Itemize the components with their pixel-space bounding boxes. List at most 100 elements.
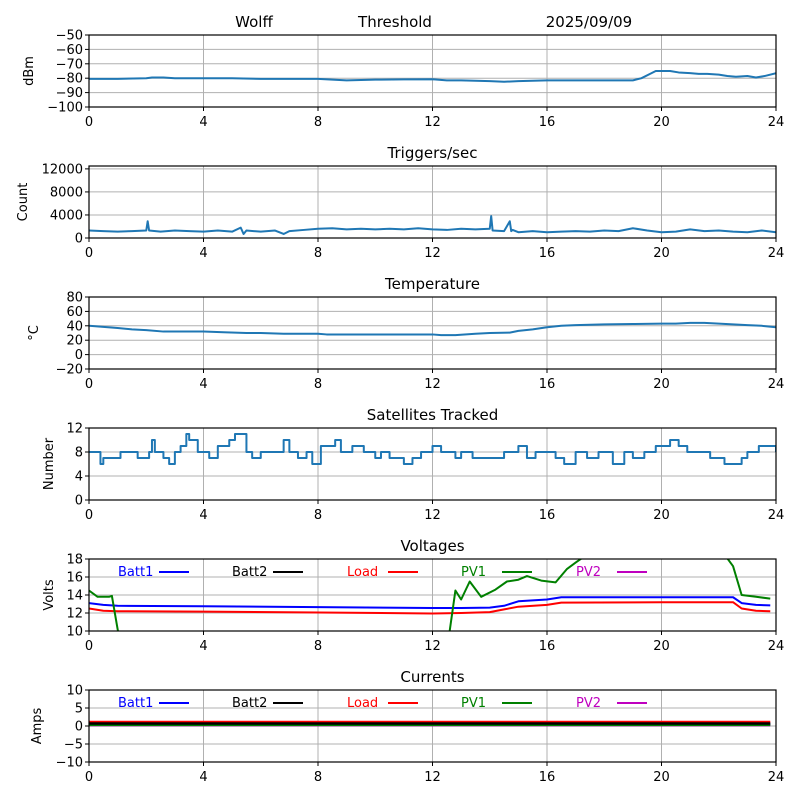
x-tick-label: 20: [653, 639, 670, 654]
series-line-triggers: [89, 215, 776, 235]
panel-triggers: 0 4 8 12 16 20 24 0 4000 8000 12000 Triggers/sec Cou…: [16, 144, 784, 261]
x-tick-label: 8: [314, 115, 322, 130]
y-axis-label: Volts: [42, 579, 57, 611]
header-mode: Threshold: [357, 13, 432, 31]
header-date: 2025/09/09: [546, 13, 632, 31]
y-tick-label: 4000: [50, 208, 83, 223]
legend-item-batt2: Batt2: [232, 696, 303, 711]
x-tick-label: 0: [85, 246, 93, 261]
y-axis-label: Number: [42, 437, 57, 490]
x-tick-label: 4: [199, 508, 207, 523]
legend-item-load: Load: [347, 696, 418, 711]
legend-label: PV1: [461, 696, 486, 711]
y-tick-label: 8000: [50, 185, 83, 200]
x-tick-label: 12: [424, 770, 441, 785]
panel-title: Temperature: [384, 275, 480, 293]
series-line-load: [89, 601, 771, 615]
legend-label: Batt1: [118, 565, 153, 580]
y-tick-label: −20: [56, 363, 83, 378]
series-group: [89, 559, 771, 631]
x-tick-label: 8: [314, 377, 322, 392]
y-tick-label: 40: [66, 319, 83, 334]
x-tick-label: 0: [85, 115, 93, 130]
x-tick-label: 20: [653, 115, 670, 130]
legend-item-load: Load: [347, 565, 418, 580]
y-tick-label: 12: [66, 607, 83, 622]
x-tick-label: 24: [768, 508, 785, 523]
x-tick-label: 24: [768, 115, 785, 130]
y-axis-label: Amps: [30, 707, 45, 744]
y-tick-label: 80: [66, 291, 83, 306]
x-tick-label: 16: [539, 770, 556, 785]
y-tick-label: 10: [66, 684, 83, 699]
figure-header: Wolff Threshold 2025/09/09: [235, 13, 632, 31]
legend-item-pv1: PV1: [461, 696, 532, 711]
series-line-batt1: [89, 596, 771, 610]
y-tick-label: −80: [56, 72, 83, 87]
panel-title: Satellites Tracked: [367, 406, 498, 424]
x-tick-label: 4: [199, 115, 207, 130]
y-tick-label: 8: [75, 446, 83, 461]
legend-label: Batt1: [118, 696, 153, 711]
y-tick-label: 4: [75, 470, 83, 485]
x-tick-label: 24: [768, 246, 785, 261]
x-tick-label: 8: [314, 508, 322, 523]
x-tick-label: 20: [653, 246, 670, 261]
x-tick-label: 20: [653, 508, 670, 523]
x-tick-label: 20: [653, 770, 670, 785]
y-tick-label: 0: [75, 232, 83, 247]
y-tick-label: 16: [66, 571, 83, 586]
x-tick-label: 8: [314, 639, 322, 654]
x-tick-label: 4: [199, 246, 207, 261]
legend-label: PV2: [576, 696, 601, 711]
y-tick-label: 12: [66, 422, 83, 437]
x-tick-label: 12: [424, 639, 441, 654]
y-tick-label: −10: [56, 756, 83, 771]
panel-signal: 0 4 8 12 16 20 24 −100−90−80−70−60−50 dBm: [22, 29, 784, 131]
x-tick-label: 12: [424, 115, 441, 130]
legend-label: Batt2: [232, 696, 267, 711]
x-tick-label: 8: [314, 246, 322, 261]
x-tick-label: 4: [199, 770, 207, 785]
series-line-satellites: [89, 433, 776, 465]
x-tick-label: 16: [539, 246, 556, 261]
x-tick-label: 4: [199, 639, 207, 654]
x-tick-label: 24: [768, 770, 785, 785]
y-tick-label: 12000: [42, 162, 83, 177]
y-axis-label: °C: [27, 325, 42, 341]
y-tick-label: −50: [56, 29, 83, 44]
x-tick-label: 20: [653, 377, 670, 392]
series-group: [89, 321, 776, 337]
y-tick-label: 0: [75, 494, 83, 509]
x-tick-label: 16: [539, 377, 556, 392]
series-group: [89, 433, 776, 465]
legend-label: Load: [347, 565, 378, 580]
x-tick-label: 16: [539, 639, 556, 654]
x-tick-label: 12: [424, 377, 441, 392]
x-tick-label: 16: [539, 115, 556, 130]
legend-item-batt1: Batt1: [118, 696, 189, 711]
y-tick-label: 0: [75, 720, 83, 735]
series-group: [89, 215, 776, 235]
panel-currents: Batt1 Batt2 Load PV1 PV2 0 4 8 12 16 20 24 −10 −5 0 5 10…: [30, 668, 784, 785]
legend-item-pv2: PV2: [576, 696, 647, 711]
x-tick-label: 0: [85, 377, 93, 392]
x-tick-label: 0: [85, 770, 93, 785]
y-tick-label: 20: [66, 334, 83, 349]
y-tick-label: −60: [56, 43, 83, 58]
x-tick-label: 16: [539, 508, 556, 523]
y-tick-label: 10: [66, 625, 83, 640]
legend-label: Load: [347, 696, 378, 711]
x-tick-label: 0: [85, 639, 93, 654]
x-tick-label: 0: [85, 508, 93, 523]
header-station: Wolff: [235, 13, 273, 31]
series-line-pv1: [89, 559, 771, 631]
panel-title: Triggers/sec: [387, 144, 478, 162]
y-tick-label: −100: [47, 101, 83, 116]
panel-satellites: 0 4 8 12 16 20 24 0 4 8 12 Satellites Tracked Number: [42, 406, 784, 523]
legend-label: PV2: [576, 565, 601, 580]
y-tick-label: −70: [56, 57, 83, 72]
series-group: [89, 720, 771, 727]
